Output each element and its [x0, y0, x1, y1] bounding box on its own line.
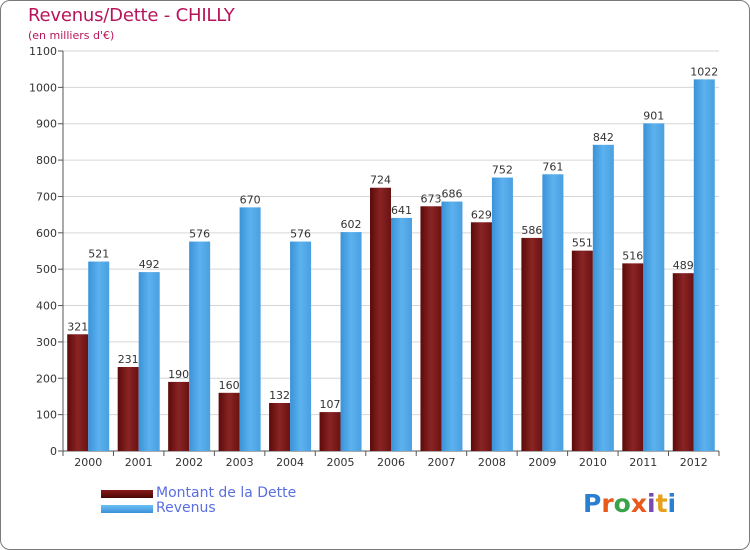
legend-label-dette: Montant de la Dette [156, 485, 297, 501]
data-label-dette: 231 [118, 353, 139, 366]
bar-dette [622, 263, 644, 451]
bars [67, 79, 715, 452]
y-tick-label: 500 [36, 263, 57, 276]
data-label-dette: 107 [320, 398, 341, 411]
bar-revenus [290, 241, 312, 451]
bar-revenus [592, 144, 614, 451]
legend-swatch-revenus [101, 505, 153, 513]
chart-subtitle: (en milliers d'€) [28, 29, 115, 42]
bar-revenus [693, 79, 715, 451]
bar-dette [168, 381, 190, 451]
logo-letter: i [647, 489, 656, 518]
bar-revenus [491, 177, 513, 451]
logo-letter: i [667, 489, 677, 518]
data-label-revenus: 576 [290, 228, 311, 241]
bar-dette [420, 206, 442, 451]
proxiti-logo: Proxiti [583, 489, 676, 518]
legend-swatch-dette [101, 490, 153, 498]
bar-revenus [391, 217, 412, 451]
data-label-dette: 321 [67, 320, 88, 333]
data-label-dette: 629 [471, 208, 492, 221]
y-tick-label: 400 [36, 300, 57, 313]
y-tick-label: 1100 [29, 45, 57, 58]
logo-letter: P [583, 489, 602, 518]
bar-dette [319, 412, 341, 451]
y-tick-label: 600 [36, 227, 57, 240]
x-tick-label: 2011 [629, 456, 657, 469]
data-labels: 321 521 231 492 190 576 160 670 132 576 107 602 724 6… [67, 65, 718, 411]
data-label-revenus: 670 [240, 193, 261, 206]
x-tick-label: 2007 [427, 456, 455, 469]
data-label-revenus: 686 [441, 188, 462, 201]
data-label-dette: 673 [420, 192, 441, 205]
bar-dette [521, 237, 543, 451]
x-tick-label: 2005 [327, 456, 355, 469]
bar-chart: 0 100 200 300 400 500 600 700 800 900 1000 1100 2000… [29, 45, 720, 469]
bar-dette [470, 222, 492, 451]
x-tick-label: 2010 [579, 456, 607, 469]
data-label-dette: 160 [219, 379, 240, 392]
bar-dette [218, 392, 240, 451]
bar-dette [117, 367, 139, 451]
bar-revenus [239, 207, 261, 451]
bar-revenus [138, 272, 160, 451]
data-label-revenus: 761 [542, 160, 563, 173]
bar-revenus [340, 232, 362, 451]
x-tick-label: 2001 [125, 456, 153, 469]
axes: 0 100 200 300 400 500 600 700 800 900 1000 1100 2000… [29, 45, 720, 469]
bar-dette [672, 273, 694, 451]
data-label-dette: 132 [269, 389, 290, 402]
y-tick-label: 300 [36, 336, 57, 349]
logo-letter: r [601, 489, 614, 518]
logo-letter: o [613, 489, 631, 518]
x-tick-label: 2002 [175, 456, 203, 469]
x-tick-label: 2008 [478, 456, 506, 469]
data-label-dette: 190 [168, 368, 189, 381]
y-tick-label: 0 [50, 445, 57, 458]
bar-revenus [441, 201, 463, 451]
bar-dette [67, 334, 89, 451]
y-tick-label: 700 [36, 190, 57, 203]
y-tick-label: 900 [36, 118, 57, 131]
data-label-revenus: 641 [391, 204, 412, 217]
x-tick-label: 2000 [74, 456, 102, 469]
data-label-dette: 489 [673, 259, 694, 272]
data-label-dette: 724 [370, 174, 391, 187]
data-label-dette: 516 [622, 249, 643, 262]
x-tick-label: 2012 [680, 456, 708, 469]
bar-dette [269, 403, 291, 451]
data-label-dette: 586 [521, 224, 542, 237]
data-label-revenus: 1022 [690, 65, 718, 78]
bar-revenus [88, 261, 110, 451]
data-label-revenus: 576 [189, 228, 210, 241]
bar-dette [370, 187, 391, 451]
y-tick-label: 1000 [29, 81, 57, 94]
y-tick-label: 200 [36, 372, 57, 385]
data-label-revenus: 492 [139, 258, 160, 271]
x-tick-label: 2006 [377, 456, 405, 469]
data-label-revenus: 602 [341, 218, 362, 231]
data-label-revenus: 901 [643, 109, 664, 122]
data-label-revenus: 752 [492, 164, 513, 177]
x-tick-label: 2003 [226, 456, 254, 469]
x-tick-label: 2009 [528, 456, 556, 469]
data-label-revenus: 842 [593, 131, 614, 144]
logo-letter: x [630, 489, 647, 518]
y-tick-label: 800 [36, 154, 57, 167]
data-label-dette: 551 [572, 237, 593, 250]
y-tick-label: 100 [36, 409, 57, 422]
legend-label-revenus: Revenus [156, 500, 216, 516]
chart-title: Revenus/Dette - CHILLY [28, 5, 235, 26]
bar-revenus [189, 241, 211, 451]
x-tick-label: 2004 [276, 456, 304, 469]
logo-letter: t [655, 489, 668, 518]
bar-revenus [542, 174, 564, 452]
bar-revenus [643, 123, 665, 451]
bar-dette [571, 250, 593, 451]
data-label-revenus: 521 [88, 248, 109, 261]
